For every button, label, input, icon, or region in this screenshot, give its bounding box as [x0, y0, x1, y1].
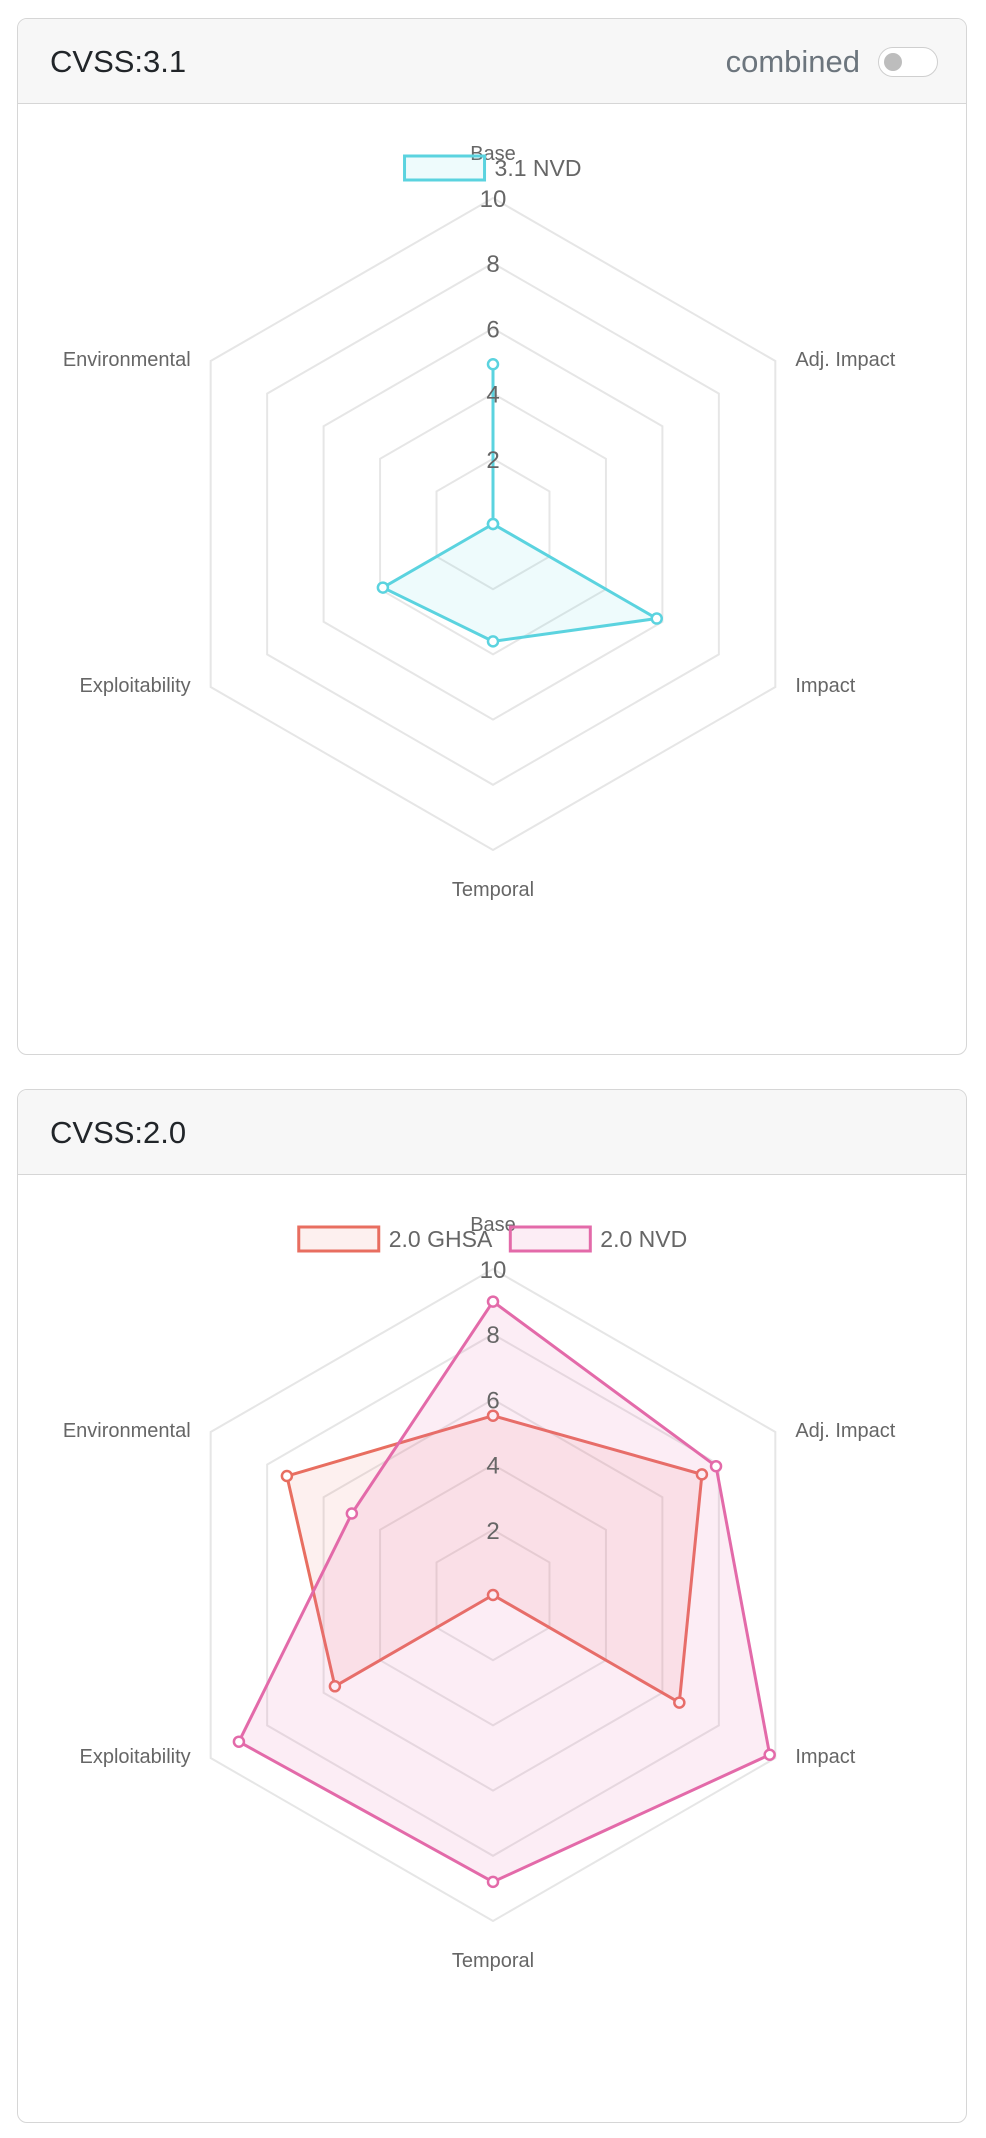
grid-ring — [379, 1463, 607, 1727]
tick-label: 8 — [486, 1322, 499, 1349]
cvss31-radar-chart: 2 4 6 8 10 Base Adj. Impact Impact Temporal Explo… — [63, 143, 896, 901]
grid-ring — [322, 327, 664, 721]
cvss31-card: CVSS:3.1 combined 2 4 6 8 10 Base Adj. Impact I… — [17, 18, 967, 1055]
tick-label: 8 — [486, 251, 499, 278]
series-2-0-ghsa-point[interactable] — [486, 1588, 500, 1602]
tick-label: 6 — [486, 316, 499, 343]
grid-ring — [209, 196, 777, 852]
cvss31-card-header: CVSS:3.1 combined — [18, 19, 966, 104]
legend-swatch-3-1-nvd[interactable] — [403, 154, 487, 182]
series-2-0-nvd-point[interactable] — [763, 1748, 776, 1761]
series-3-1-nvd-point[interactable] — [486, 635, 500, 648]
series-3-1-nvd-area — [381, 362, 659, 643]
tick-label: 4 — [486, 1453, 499, 1480]
series-2-0-nvd-point[interactable] — [486, 1875, 500, 1889]
series-2-0-nvd-point[interactable] — [486, 1295, 500, 1308]
cvss31-title: CVSS:3.1 — [50, 44, 187, 79]
tick-label: 2 — [486, 447, 499, 474]
series-3-1-nvd-point[interactable] — [376, 581, 390, 594]
legend-label-2-0-nvd[interactable]: 2.0 NVD — [600, 1226, 687, 1252]
axis-label-temporal: Temporal — [452, 1950, 534, 1972]
series-2-0-ghsa-point[interactable] — [695, 1468, 709, 1481]
legend-swatch-2-0-ghsa[interactable] — [297, 1225, 381, 1253]
axis-label-exploitability: Exploitability — [80, 675, 191, 697]
series-2-0-nvd-point[interactable] — [232, 1735, 246, 1748]
combined-toggle-switch[interactable] — [878, 46, 938, 77]
cvss20-radar-chart: 2 4 6 8 10 Base Adj. Impact Impact Temporal Explo… — [63, 1214, 896, 1972]
series-3-1-nvd-point[interactable] — [486, 358, 500, 371]
tick-label: 6 — [486, 1387, 499, 1414]
axis-label-base: Base — [470, 143, 516, 165]
legend-label-2-0-ghsa[interactable]: 2.0 GHSA — [389, 1226, 493, 1252]
axis-label-exploitability: Exploitability — [80, 1746, 191, 1768]
combined-toggle-group: combined — [726, 19, 938, 104]
series-2-0-nvd-point[interactable] — [709, 1459, 723, 1473]
cvss20-card-header: CVSS:2.0 — [18, 1090, 966, 1175]
combined-toggle-label: combined — [725, 43, 860, 79]
toggle-knob — [884, 52, 902, 71]
tick-label: 10 — [480, 1257, 507, 1284]
grid-ring — [435, 457, 551, 591]
series-3-1-nvd-point[interactable] — [650, 612, 663, 625]
axis-label-environmental: Environmental — [63, 1420, 191, 1442]
series-2-0-nvd-area — [237, 1300, 772, 1884]
grid-ring — [266, 262, 720, 786]
series-2-0-nvd-point[interactable] — [345, 1507, 359, 1520]
series-3-1-nvd-point[interactable] — [486, 517, 500, 531]
series-2-0-ghsa-point[interactable] — [328, 1680, 342, 1693]
cvss20-card: CVSS:2.0 2 4 6 8 10 Base Adj. Impact Impact Temp… — [17, 1089, 967, 2123]
series-2-0-ghsa-point[interactable] — [673, 1696, 686, 1709]
axis-label-impact: Impact — [795, 675, 855, 697]
cvss20-title: CVSS:2.0 — [50, 1115, 187, 1150]
legend-swatch-2-0-nvd[interactable] — [508, 1225, 592, 1253]
tick-label: 10 — [480, 186, 507, 213]
series-2-0-ghsa-point[interactable] — [486, 1409, 500, 1422]
axis-label-base: Base — [470, 1214, 516, 1236]
grid-ring — [435, 1528, 551, 1662]
grid-ring — [322, 1398, 664, 1792]
axis-label-adj-impact: Adj. Impact — [795, 1420, 895, 1442]
tick-label: 4 — [486, 382, 499, 409]
series-2-0-ghsa-point[interactable] — [280, 1469, 294, 1483]
axis-label-environmental: Environmental — [63, 349, 191, 371]
legend-label-3-1-nvd[interactable]: 3.1 NVD — [495, 155, 582, 181]
axis-label-adj-impact: Adj. Impact — [795, 349, 895, 371]
axis-label-impact: Impact — [795, 1746, 855, 1768]
tick-label: 2 — [486, 1518, 499, 1545]
grid-ring — [209, 1267, 777, 1923]
axis-label-temporal: Temporal — [452, 879, 534, 901]
grid-ring — [379, 392, 607, 656]
